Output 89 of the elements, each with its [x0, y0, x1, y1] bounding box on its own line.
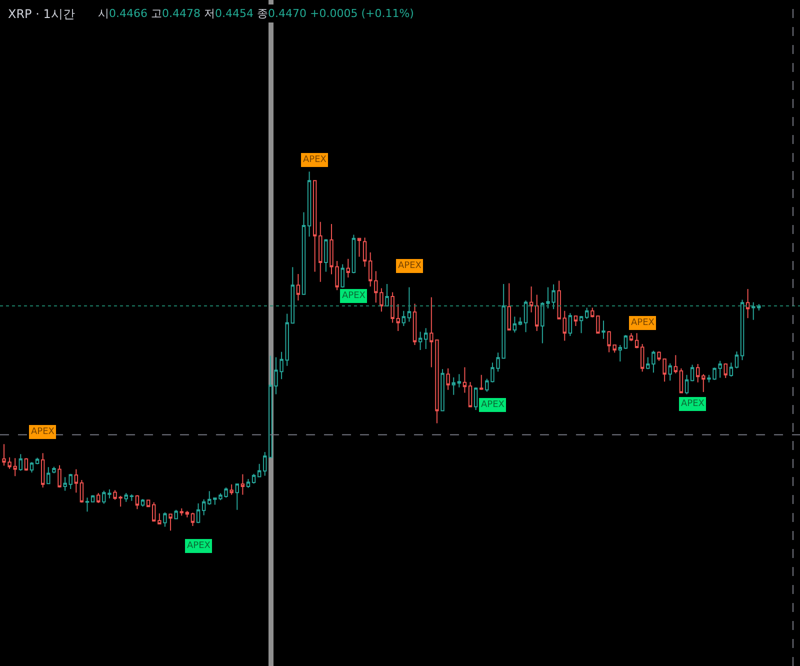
candlestick — [457, 374, 462, 388]
candlestick — [468, 382, 472, 408]
candlestick — [690, 364, 694, 382]
candlestick — [302, 212, 306, 295]
candlestick — [579, 315, 584, 334]
candlestick — [312, 180, 317, 272]
candlestick — [357, 238, 362, 258]
candlestick — [734, 350, 739, 369]
annotation: APEX — [31, 427, 54, 437]
candlestick — [352, 234, 356, 274]
candlestick — [480, 374, 484, 390]
candlestick — [584, 307, 589, 320]
candlestick — [190, 512, 195, 526]
candlestick — [634, 332, 639, 349]
candlestick — [729, 362, 734, 378]
candlestick — [208, 490, 212, 506]
candlestick — [668, 362, 672, 382]
candlestick — [96, 492, 100, 504]
candlestick — [246, 478, 250, 488]
candlestick — [202, 498, 206, 516]
candlestick — [68, 473, 72, 490]
candlestick — [180, 508, 184, 516]
candlestick — [568, 312, 572, 337]
text: 시0.4466 고0.4478 저0.4454 종0.4470 +0.0005 (+0.11%) — [98, 7, 414, 20]
candlestick — [624, 334, 628, 350]
candlestick — [362, 237, 367, 268]
annotation: APEX — [187, 541, 210, 551]
annotation: APEX — [303, 155, 326, 165]
candlestick — [424, 328, 428, 350]
candlestick — [402, 310, 406, 326]
candlestick — [252, 473, 256, 484]
candlestick — [124, 492, 128, 502]
annotation: APEX — [631, 318, 654, 328]
candlestick — [35, 457, 40, 465]
candlestick — [474, 386, 478, 411]
annotation: APEX — [481, 400, 504, 410]
candlestick — [562, 310, 566, 342]
candlestick — [146, 499, 150, 508]
chart-title: XRP · 1시간 — [8, 7, 75, 22]
candlestick — [30, 462, 34, 473]
candlestick — [629, 332, 634, 342]
candlestick — [452, 376, 456, 396]
candlestick — [24, 458, 28, 472]
candlestick — [752, 302, 756, 320]
candlestick — [684, 374, 689, 395]
candlestick — [407, 286, 412, 322]
candlestick — [46, 466, 50, 484]
candlestick — [368, 252, 372, 288]
candlestick — [674, 354, 678, 374]
annotation: APEX — [398, 261, 422, 271]
candlestick — [290, 266, 294, 324]
candlestick — [524, 300, 528, 333]
candlestick — [746, 288, 750, 319]
candlestick — [240, 474, 245, 496]
candlestick — [518, 316, 522, 326]
candlestick — [757, 304, 761, 312]
candlestick — [507, 282, 511, 330]
candlestick — [724, 362, 728, 379]
candlestick — [85, 497, 90, 512]
candlestick — [412, 303, 417, 346]
candlestick — [296, 273, 300, 302]
candlestick — [40, 452, 45, 488]
candlestick — [140, 498, 145, 508]
candlestick — [235, 483, 239, 510]
candlestick — [618, 344, 622, 362]
candlestick — [135, 494, 140, 510]
candlestick — [418, 331, 422, 351]
candlestick — [462, 366, 467, 394]
annotation: APEX — [342, 291, 366, 301]
candlestick — [307, 171, 312, 238]
candlestick — [640, 343, 644, 372]
candlestick — [257, 463, 262, 478]
candlestick — [90, 494, 95, 503]
candlestick — [80, 480, 84, 504]
candlestick — [18, 454, 23, 472]
candlestick — [696, 364, 700, 383]
candlestick — [512, 316, 517, 333]
candlestick — [74, 468, 78, 494]
candlestick — [679, 368, 684, 394]
candlestick — [396, 304, 400, 332]
candlestick — [740, 299, 744, 361]
candlestick — [346, 258, 350, 278]
candlestick — [196, 502, 200, 524]
candlestick — [574, 315, 578, 326]
candlestick — [152, 502, 156, 522]
candlestick — [529, 286, 534, 313]
annotation: APEX — [681, 399, 704, 409]
candlestick — [185, 510, 190, 518]
candlestick — [130, 494, 134, 502]
